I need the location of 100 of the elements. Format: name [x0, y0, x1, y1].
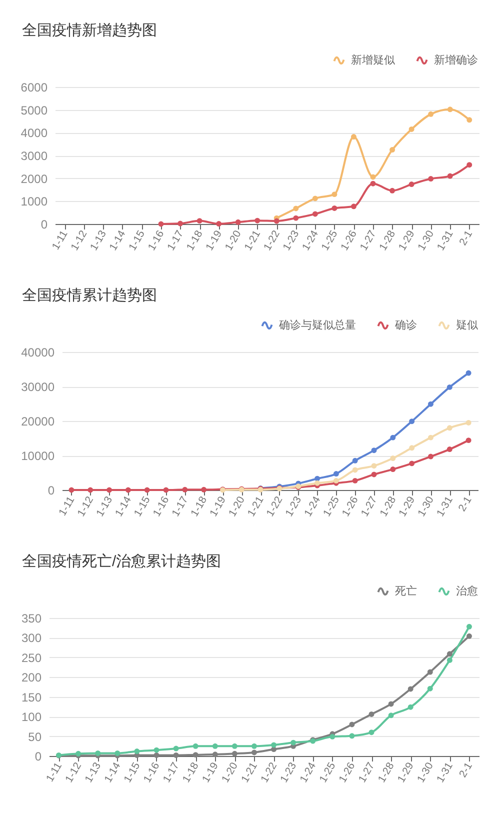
point: [427, 669, 433, 675]
point: [251, 750, 257, 756]
point: [447, 173, 453, 179]
point: [350, 134, 356, 140]
point: [332, 192, 338, 198]
y-tick-label: 0: [40, 218, 48, 232]
point: [446, 657, 452, 663]
point: [333, 478, 339, 484]
y-tick-label: 30000: [21, 380, 55, 394]
y-tick-label: 50: [28, 730, 42, 744]
legend-label: 治愈: [456, 584, 478, 598]
y-tick-label: 300: [21, 631, 42, 646]
point: [349, 733, 355, 739]
legend-label: 确诊: [394, 319, 417, 332]
point: [68, 487, 74, 493]
point: [349, 722, 355, 728]
y-tick-label: 150: [21, 690, 42, 704]
point: [144, 487, 150, 493]
point: [332, 206, 338, 211]
y-tick-label: 0: [34, 750, 42, 764]
point: [466, 438, 472, 444]
point: [293, 206, 299, 212]
point: [446, 651, 452, 657]
point: [216, 221, 222, 227]
point: [125, 487, 131, 493]
point: [290, 740, 296, 746]
legend-label: 确诊与疑似总量: [278, 318, 356, 332]
point: [235, 219, 241, 225]
chart-title: 全国疫情新增趋势图: [22, 22, 157, 39]
point: [192, 752, 198, 758]
point: [352, 458, 358, 464]
y-tick-label: 1000: [20, 194, 48, 209]
point: [314, 480, 320, 486]
y-tick-label: 100: [21, 710, 42, 724]
y-tick-label: 5000: [20, 103, 48, 118]
point: [274, 218, 280, 224]
point: [428, 176, 434, 182]
point: [388, 712, 394, 718]
point: [390, 188, 396, 194]
legend-label: 新增疑似: [351, 53, 395, 66]
point: [466, 370, 472, 376]
point: [251, 743, 257, 749]
point: [466, 162, 472, 168]
legend-label: 新增确诊: [434, 53, 478, 66]
point: [352, 478, 358, 484]
point: [390, 466, 396, 472]
point: [106, 487, 112, 493]
point: [196, 218, 202, 224]
point: [371, 448, 377, 454]
point: [312, 211, 318, 217]
point: [254, 218, 260, 224]
y-tick-label: 4000: [20, 126, 48, 140]
point: [446, 446, 452, 452]
y-tick-label: 6000: [20, 80, 48, 94]
y-tick-label: 10000: [21, 449, 55, 463]
y-tick-label: 3000: [20, 149, 48, 163]
point: [330, 734, 336, 740]
y-tick-label: 40000: [21, 346, 55, 360]
point: [158, 221, 164, 227]
point: [212, 743, 218, 749]
point: [409, 445, 415, 451]
x-tick-label: 2-1: [457, 228, 476, 248]
point: [192, 743, 198, 749]
point: [428, 454, 434, 460]
point: [371, 463, 377, 469]
point: [350, 204, 356, 210]
point: [163, 487, 169, 493]
chart-title: 全国疫情累计趋势图: [22, 287, 157, 304]
point: [178, 220, 184, 226]
point: [390, 456, 396, 461]
point: [173, 746, 179, 752]
chart-title: 全国疫情死亡/治愈累计趋势图: [22, 553, 222, 570]
point: [352, 467, 358, 473]
point: [409, 418, 415, 424]
point: [446, 384, 452, 390]
point: [428, 111, 434, 117]
point: [427, 686, 433, 692]
y-tick-label: 350: [21, 612, 42, 626]
point: [390, 434, 396, 440]
point: [466, 117, 472, 123]
point: [232, 743, 238, 749]
point: [446, 425, 452, 431]
point: [88, 487, 94, 493]
y-tick-label: 2000: [20, 172, 48, 186]
y-tick-label: 20000: [21, 414, 55, 428]
point: [447, 106, 453, 112]
point: [428, 401, 434, 407]
point: [134, 748, 140, 754]
point: [408, 182, 414, 188]
point: [271, 742, 277, 748]
x-tick-label: 2-1: [456, 760, 475, 780]
y-tick-label: 250: [21, 650, 42, 665]
point: [371, 472, 377, 478]
point: [408, 686, 414, 692]
point: [154, 752, 160, 758]
y-tick-label: 200: [21, 670, 42, 685]
point: [333, 471, 339, 477]
point: [293, 215, 299, 221]
point: [368, 730, 374, 736]
point: [173, 752, 179, 758]
